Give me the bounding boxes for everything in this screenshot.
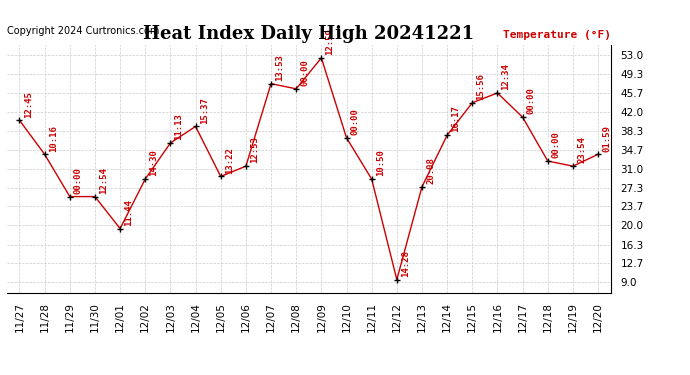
Text: 16:17: 16:17 bbox=[451, 106, 460, 132]
Text: 00:00: 00:00 bbox=[74, 167, 83, 194]
Text: 10:16: 10:16 bbox=[49, 124, 58, 152]
Text: 20:08: 20:08 bbox=[426, 157, 435, 184]
Text: 11:44: 11:44 bbox=[124, 199, 133, 226]
Text: 10:50: 10:50 bbox=[376, 149, 385, 176]
Text: 13:22: 13:22 bbox=[225, 147, 234, 174]
Text: Temperature (°F): Temperature (°F) bbox=[502, 30, 611, 40]
Text: 01:59: 01:59 bbox=[602, 124, 611, 152]
Text: 12:54: 12:54 bbox=[99, 167, 108, 194]
Text: Copyright 2024 Curtronics.com: Copyright 2024 Curtronics.com bbox=[7, 26, 159, 36]
Text: 15:37: 15:37 bbox=[199, 97, 209, 124]
Text: 00:00: 00:00 bbox=[351, 108, 359, 135]
Text: 13:53: 13:53 bbox=[275, 54, 284, 81]
Text: 00:00: 00:00 bbox=[552, 131, 561, 158]
Text: 00:00: 00:00 bbox=[526, 87, 535, 114]
Text: 12:53: 12:53 bbox=[250, 136, 259, 164]
Text: 00:00: 00:00 bbox=[300, 59, 309, 86]
Text: 23:54: 23:54 bbox=[577, 136, 586, 164]
Text: 14:28: 14:28 bbox=[401, 250, 410, 277]
Text: 12:34: 12:34 bbox=[502, 63, 511, 90]
Text: 11:13: 11:13 bbox=[175, 113, 184, 140]
Title: Heat Index Daily High 20241221: Heat Index Daily High 20241221 bbox=[144, 26, 474, 44]
Text: 12:59: 12:59 bbox=[326, 28, 335, 55]
Text: 14:30: 14:30 bbox=[150, 149, 159, 176]
Text: 12:45: 12:45 bbox=[23, 91, 32, 117]
Text: 15:56: 15:56 bbox=[477, 73, 486, 100]
